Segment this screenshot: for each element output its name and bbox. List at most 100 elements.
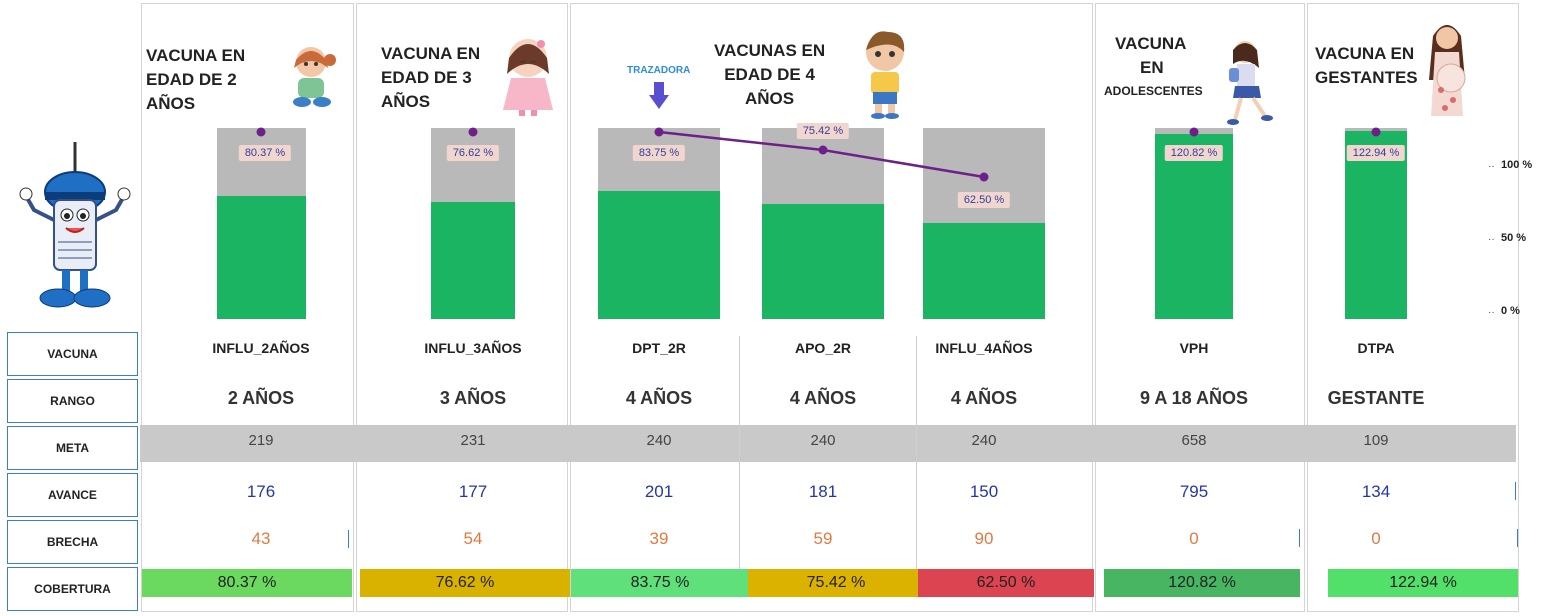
panel-title-adolescentes-1: VACUNA [1115,34,1187,53]
pregnant-woman-icon [1429,25,1466,116]
row-edge-tick [1515,482,1516,500]
bar-data-label: 83.75 % [632,145,686,161]
bar-6 [1345,130,1407,319]
y-axis-label-50: 50 % [1501,232,1527,244]
column-separator [916,336,917,598]
panel-title-2-anos: VACUNA EN EDAD DE 2 AÑOS [146,46,246,113]
coverage-marker [468,127,478,137]
cobertura-cell: 83.75 % [571,569,749,597]
trend-polyline [658,130,985,179]
bar-4 [923,223,1045,319]
avance-value: 181 [808,482,838,501]
panel-title-gestantes: VACUNA EN GESTANTES [1315,44,1418,87]
vaccine-rango: 4 AÑOS [625,388,693,408]
bar-data-label: 76.62 % [446,145,500,161]
vaccine-name: VPH [1179,340,1209,356]
trazadora-label: TRAZADORA [627,65,691,76]
row-label-vacuna: VACUNA [7,332,138,376]
bar-data-label: 120.82 % [1164,145,1224,161]
brecha-value: 43 [251,529,271,548]
meta-row-band [140,425,1516,462]
teen-icon [1227,41,1273,125]
bar-5 [1155,134,1233,319]
row-label-avance: AVANCE [7,473,138,517]
cobertura-cell: 76.62 % [360,569,570,597]
bar-data-label: 80.37 % [238,145,292,161]
brecha-value: 59 [813,529,833,548]
row-label-brecha: BRECHA [7,520,138,564]
y-axis-dots-100: ·· [1488,161,1495,172]
y-axis-dots-0: ·· [1488,307,1495,318]
avance-value: 201 [644,482,674,501]
toddler-girl-illustration [284,42,339,115]
vaccine-rango: 3 AÑOS [439,388,507,408]
cobertura-cell: 120.82 % [1104,569,1300,597]
avance-value: 795 [1179,482,1209,501]
vaccine-rango: 2 AÑOS [227,388,295,408]
panel-title-3-anos: VACUNA EN EDAD DE 3 AÑOS [381,44,481,111]
vaccine-name: INFLU_4AÑOS [935,340,1033,356]
syringe-mascot-icon [19,142,131,308]
row-edge-tick [1299,529,1300,547]
vaccine-rango: 4 AÑOS [950,388,1018,408]
column-separator [739,336,740,598]
mascot-illustration [18,140,133,315]
coverage-marker [1189,127,1199,137]
down-arrow-icon [649,82,669,115]
meta-value: 658 [1181,432,1207,449]
meta-value: 240 [810,432,836,449]
cobertura-cell: 80.37 % [142,569,352,597]
vaccine-name: DTPA [1357,340,1395,356]
panel-gestantes [1307,3,1519,612]
cobertura-cell: 62.50 % [918,569,1094,597]
brecha-value: 0 [1371,529,1381,548]
coverage-marker [256,127,266,137]
meta-value: 240 [646,432,672,449]
vaccine-rango: 4 AÑOS [789,388,857,408]
meta-value: 219 [248,432,274,449]
row-edge-tick [348,530,349,548]
toddler-icon [293,47,336,107]
vaccine-name: INFLU_2AÑOS [212,340,310,356]
y-axis-label-0: 0 % [1501,305,1520,317]
girl-icon [503,39,553,116]
panel-title-4-anos: VACUNAS EN EDAD DE 4 AÑOS [714,41,826,108]
y-axis-dots-50: ·· [1488,234,1495,245]
row-label-rango: RANGO [7,379,138,423]
brecha-value: 39 [649,529,669,548]
coverage-marker [1371,127,1381,137]
bar-1 [431,201,515,319]
vaccine-rango: 9 A 18 AÑOS [1139,388,1249,408]
bar-data-label: 75.42 % [796,123,850,139]
cobertura-cell: 122.94 % [1328,569,1518,597]
y-axis-label-100: 100 % [1501,159,1533,171]
avance-value: 176 [246,482,276,501]
boy-illustration [858,28,912,125]
teen-girl-illustration [1215,38,1279,133]
boy-icon [866,31,905,119]
pregnant-woman-illustration [1419,20,1475,125]
avance-value: 150 [969,482,999,501]
avance-value: 134 [1361,482,1391,501]
brecha-value: 54 [463,529,483,548]
brecha-value: 90 [974,529,994,548]
panel-title-adolescentes-3: ADOLESCENTES [1104,84,1203,98]
bar-3 [762,203,884,319]
vaccine-name: APO_2R [794,340,852,356]
row-label-meta: META [7,426,138,470]
panel-title-adolescentes-2: EN [1140,58,1164,77]
meta-value: 109 [1363,432,1389,449]
row-edge-tick [1517,529,1518,547]
avance-value: 177 [458,482,488,501]
coverage-bar-chart: 80.37 % 76.62 % 83.75 % 75.42 % 62.50 % 120.8… [216,123,1407,319]
vaccine-rango: GESTANTE [1327,388,1425,408]
vaccine-name: DPT_2R [632,340,686,356]
brecha-value: 0 [1189,529,1199,548]
coverage-trend-line [658,130,985,179]
bar-2 [598,190,720,319]
cobertura-cell: 75.42 % [748,569,924,597]
vaccine-name: INFLU_3AÑOS [424,340,522,356]
meta-value: 231 [460,432,486,449]
bar-data-label: 62.50 % [957,192,1011,208]
row-label-cobertura: COBERTURA [7,567,138,611]
